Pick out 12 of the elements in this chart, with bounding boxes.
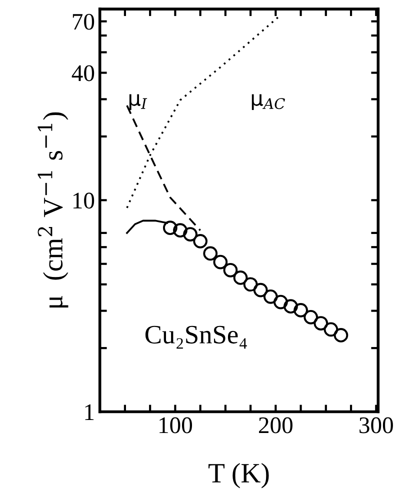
annotation: Cu₂SnSe₄ xyxy=(145,326,247,349)
x-tick-label: 200 xyxy=(258,417,292,434)
y-tick-label: 1 xyxy=(85,404,94,420)
y-tick-label: 70 xyxy=(72,14,94,30)
series-label: μ$_{AC}$ xyxy=(252,94,285,110)
series-label: μ$_{I}$ xyxy=(129,94,148,110)
x-tick-label: 300 xyxy=(360,417,393,434)
y-tick-label: 40 xyxy=(72,65,94,82)
x-axis-title: T (K) xyxy=(208,463,269,488)
x-tick-label: 100 xyxy=(160,417,192,434)
y-axis-title: μ (cm$^{2}$ V$^{−1}$ s$^{−1}$) xyxy=(38,112,68,308)
y-tick-label: 10 xyxy=(73,192,94,209)
